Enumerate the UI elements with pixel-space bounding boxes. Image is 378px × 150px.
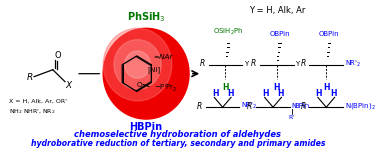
Text: O: O [137,82,143,88]
Text: N: N [292,103,297,109]
Text: Y = H, Alk, Ar: Y = H, Alk, Ar [249,6,305,15]
Text: =NAr: =NAr [153,54,173,60]
Text: R: R [200,59,205,68]
Text: BPin: BPin [294,103,310,109]
Text: N(BPin)$_2$: N(BPin)$_2$ [345,101,376,111]
Circle shape [125,51,150,78]
Text: H: H [323,82,330,91]
Text: NH$_2$ NHR', NR$_2$: NH$_2$ NHR', NR$_2$ [9,107,55,116]
Text: H: H [330,89,337,98]
Circle shape [103,28,189,119]
Text: X = H, Alk, Ar, OR': X = H, Alk, Ar, OR' [9,99,67,104]
Text: OSiH$_2$Ph: OSiH$_2$Ph [213,27,243,37]
Text: H: H [316,89,322,98]
Text: [Ni]: [Ni] [147,66,160,73]
Text: hydroborative reduction of tertiary, secondary and primary amides: hydroborative reduction of tertiary, sec… [31,139,325,148]
Text: R: R [301,59,306,68]
Text: OBPin: OBPin [319,31,339,37]
Text: R: R [197,102,202,111]
Text: Y: Y [296,61,300,67]
Text: R: R [301,102,306,111]
Text: HBPin: HBPin [130,122,163,132]
Circle shape [114,40,161,90]
Text: X: X [66,81,72,90]
Text: R': R' [289,115,295,120]
Text: H: H [277,89,284,98]
Text: NR'$_2$: NR'$_2$ [345,59,361,69]
Text: NR'$_2$: NR'$_2$ [241,101,258,111]
Text: chemoselective hydroboration of aldehydes: chemoselective hydroboration of aldehyde… [74,130,281,139]
Text: O: O [54,51,61,60]
Circle shape [103,28,172,101]
Text: PhSiH$_3$: PhSiH$_3$ [127,11,165,24]
Text: H: H [212,89,218,98]
Text: R: R [251,59,256,68]
Text: H: H [274,82,280,91]
Text: $-$P$^i$Pr$_2$: $-$P$^i$Pr$_2$ [153,81,177,94]
Text: R: R [26,73,33,82]
Text: Y: Y [244,61,248,67]
Text: OBPin: OBPin [269,31,290,37]
Text: R: R [247,102,253,111]
Text: H: H [262,89,269,98]
Text: H: H [222,82,229,91]
Text: H: H [227,89,233,98]
